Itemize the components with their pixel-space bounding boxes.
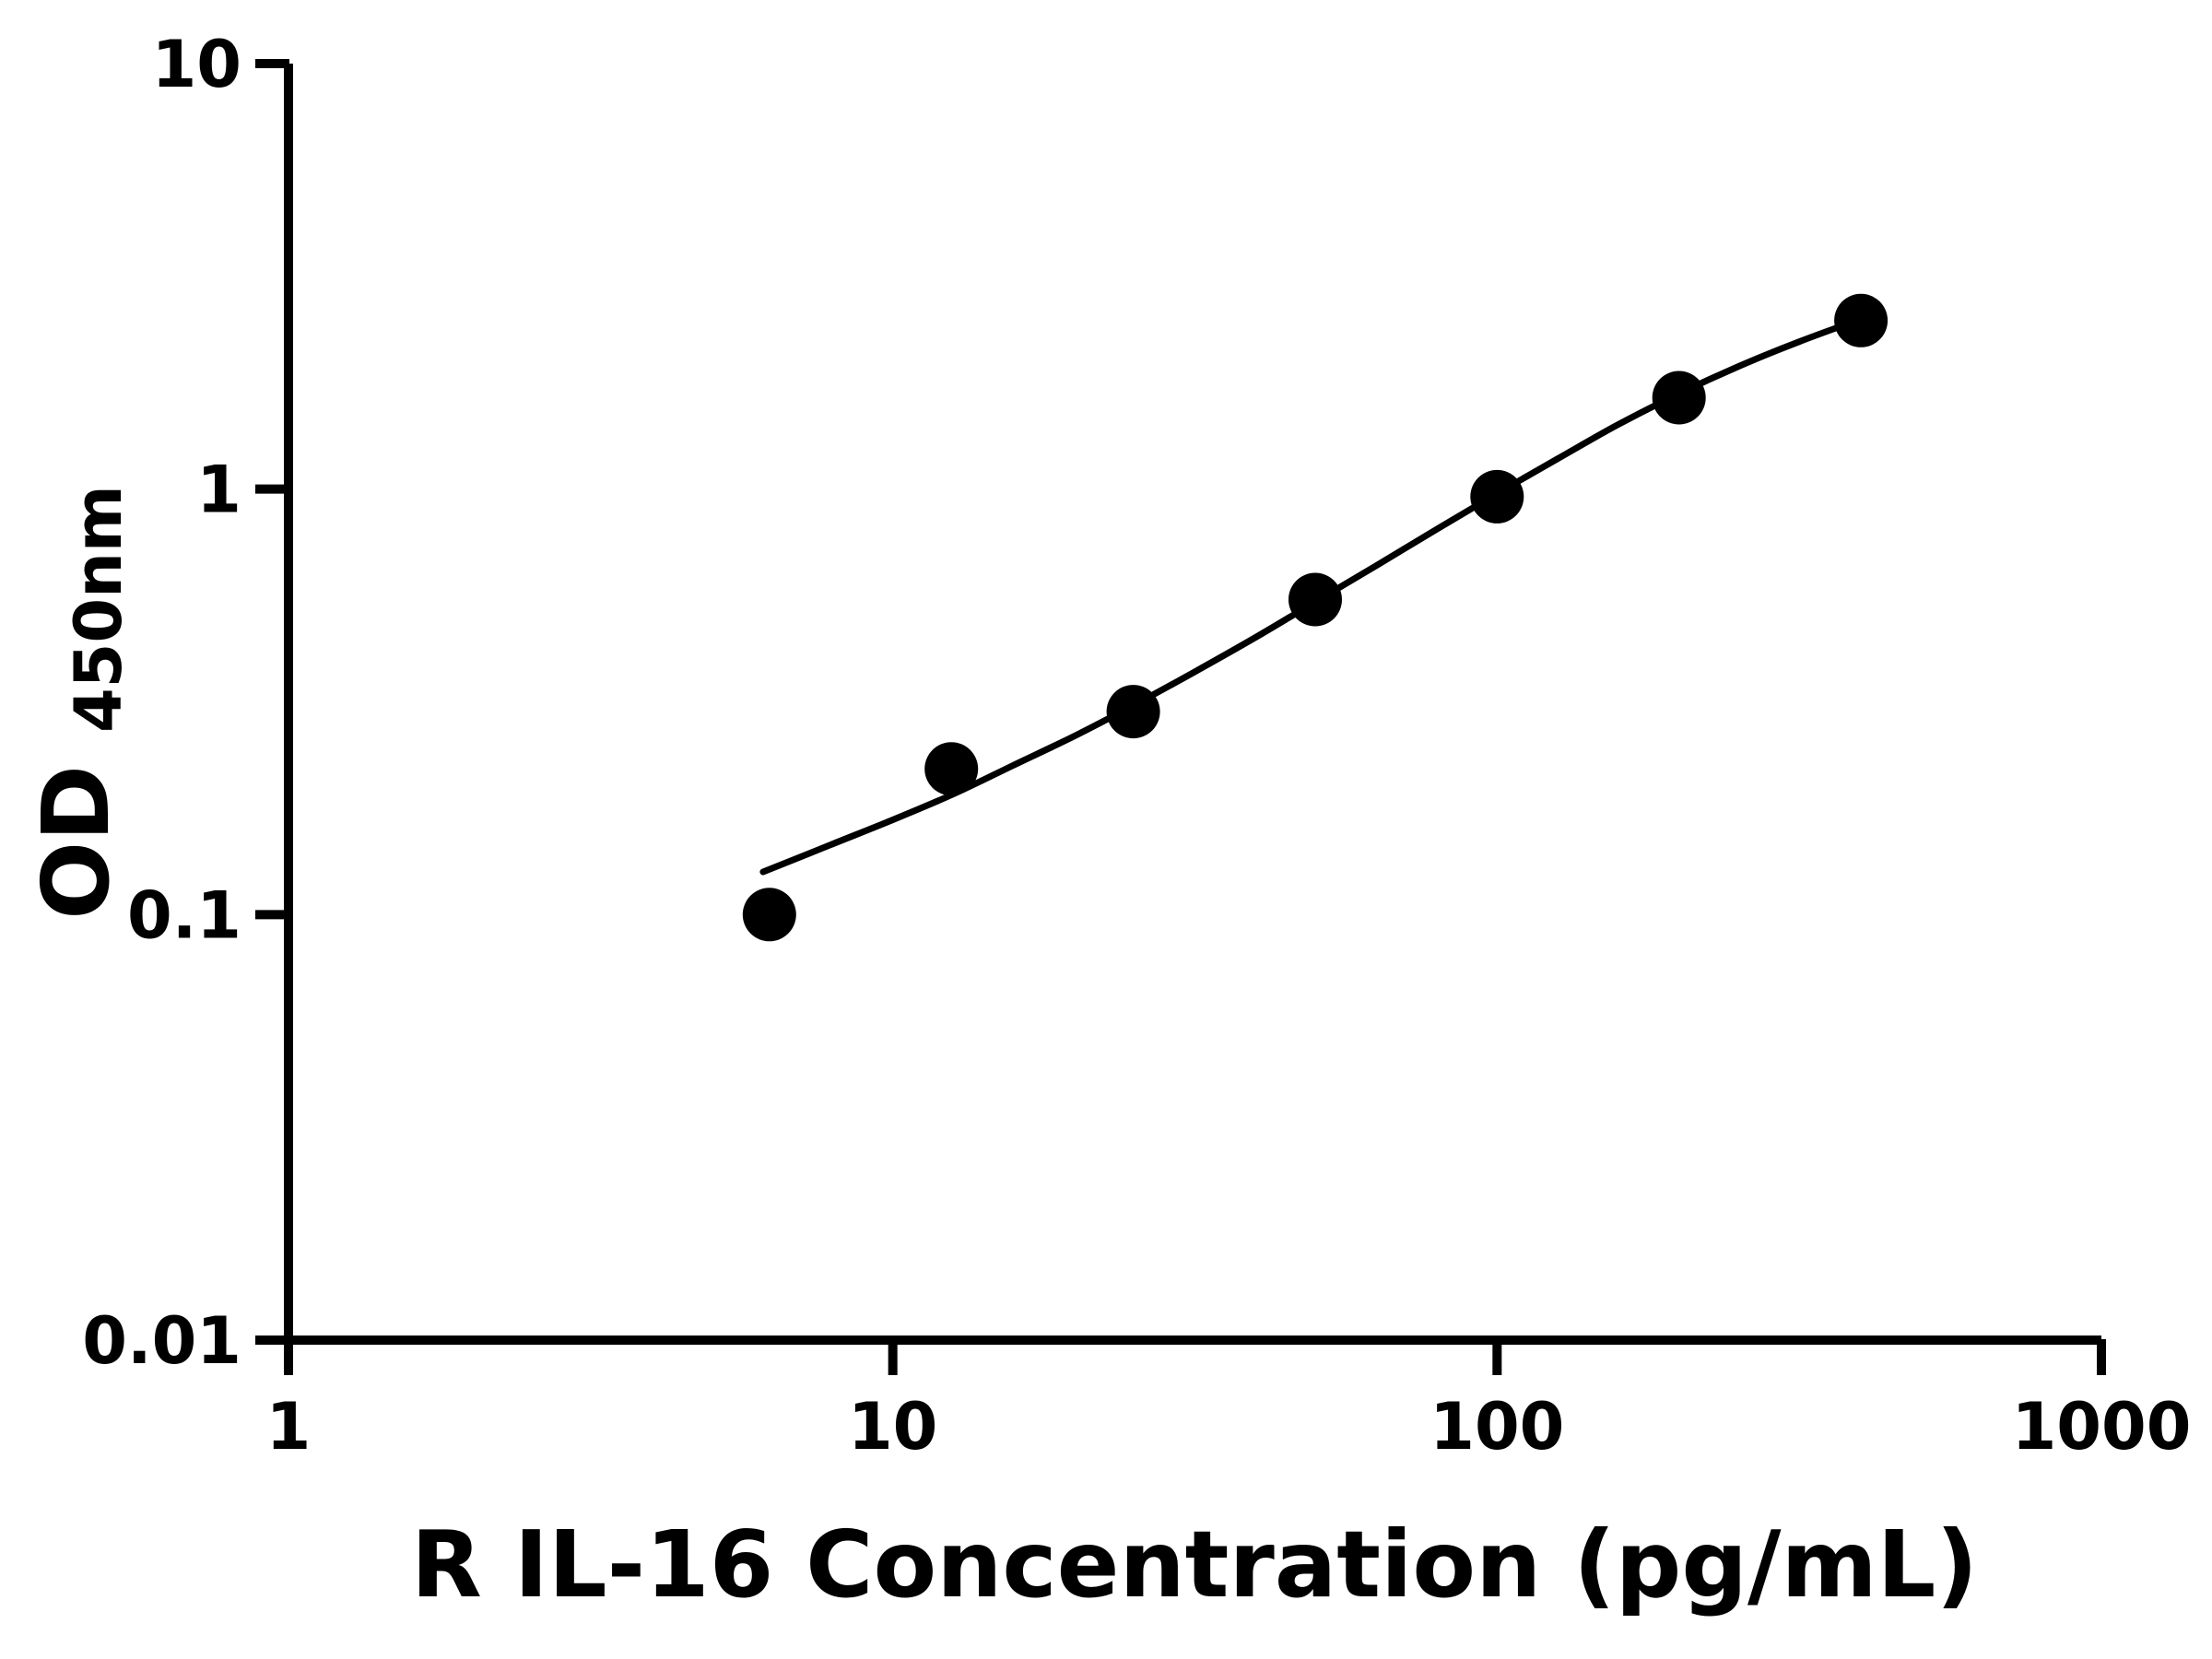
x-axis-title: R IL-16 Concentration (pg/mL) xyxy=(411,1511,1978,1618)
x-tick-label: 10 xyxy=(848,1389,937,1465)
y-axis-title-main: OD xyxy=(22,765,130,920)
data-points-group xyxy=(742,293,1888,942)
x-tick-label: 100 xyxy=(1430,1389,1564,1465)
x-tick-label: 1 xyxy=(266,1389,312,1465)
y-axis-title-subscript: 450nm xyxy=(61,485,136,733)
y-tick-label: 10 xyxy=(152,27,241,102)
y-axis-title: OD 450nm xyxy=(22,485,136,920)
data-point xyxy=(1834,293,1888,347)
data-point xyxy=(1106,685,1160,739)
axes xyxy=(284,64,2101,1345)
axis-ticks xyxy=(255,59,2106,1375)
data-point xyxy=(1652,371,1706,425)
y-tick-label: 0.1 xyxy=(127,877,241,953)
data-point xyxy=(742,888,796,942)
y-tick-label: 0.01 xyxy=(82,1303,241,1379)
axis-tick-labels: 10 1 0.1 0.01 1 10 100 1000 xyxy=(82,27,2191,1465)
x-tick-label: 1000 xyxy=(2012,1389,2192,1465)
data-point xyxy=(1470,469,1524,524)
data-point xyxy=(1288,572,1342,627)
y-tick-label: 1 xyxy=(196,453,241,528)
data-point xyxy=(924,742,979,796)
